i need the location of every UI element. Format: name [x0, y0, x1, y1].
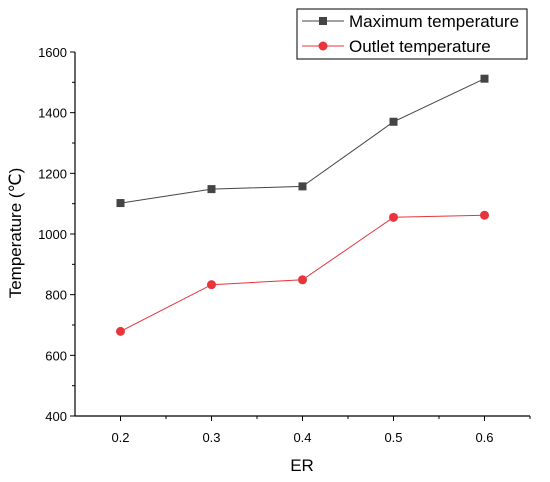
legend-label-outlet-temperature: Outlet temperature	[349, 37, 491, 56]
data-point-maximum-temperature	[298, 182, 307, 191]
legend: Maximum temperature Outlet temperature	[296, 8, 528, 60]
legend-label-maximum-temperature: Maximum temperature	[349, 12, 519, 31]
data-point-outlet-temperature	[116, 326, 125, 336]
data-point-maximum-temperature	[480, 74, 489, 83]
legend-marker-maximum-temperature	[319, 17, 327, 25]
data-point-outlet-temperature	[480, 210, 489, 220]
y-tick-label: 1600	[38, 45, 67, 60]
x-axis-title: ER	[290, 456, 314, 475]
data-point-maximum-temperature	[389, 117, 398, 126]
data-point-maximum-temperature	[116, 199, 125, 208]
legend-marker-outlet-temperature	[318, 41, 328, 51]
axes-layer: 400 600 800 1000 1200 1400 1600 0.2 0.3 0.4 0.5 0.6	[38, 45, 531, 445]
y-tick-label: 1200	[38, 166, 67, 181]
y-tick-label: 400	[45, 409, 67, 424]
y-tick-label: 1400	[38, 106, 67, 121]
x-tick-label: 0.6	[475, 430, 493, 445]
y-tick-label: 800	[45, 288, 67, 303]
data-point-outlet-temperature	[207, 280, 216, 290]
y-tick-label: 600	[45, 348, 67, 363]
data-point-outlet-temperature	[298, 275, 307, 285]
data-point-maximum-temperature	[207, 185, 216, 194]
y-tick-label: 1000	[38, 227, 67, 242]
x-tick-label: 0.2	[111, 430, 129, 445]
x-tick-label: 0.4	[293, 430, 311, 445]
series-layer	[116, 74, 489, 336]
data-point-outlet-temperature	[389, 212, 398, 222]
series-line-outlet-temperature	[120, 214, 485, 332]
legend-box	[296, 8, 528, 60]
x-tick-label: 0.5	[384, 430, 402, 445]
y-axis-title: Temperature (℃)	[6, 168, 25, 299]
x-tick-label: 0.3	[202, 430, 220, 445]
